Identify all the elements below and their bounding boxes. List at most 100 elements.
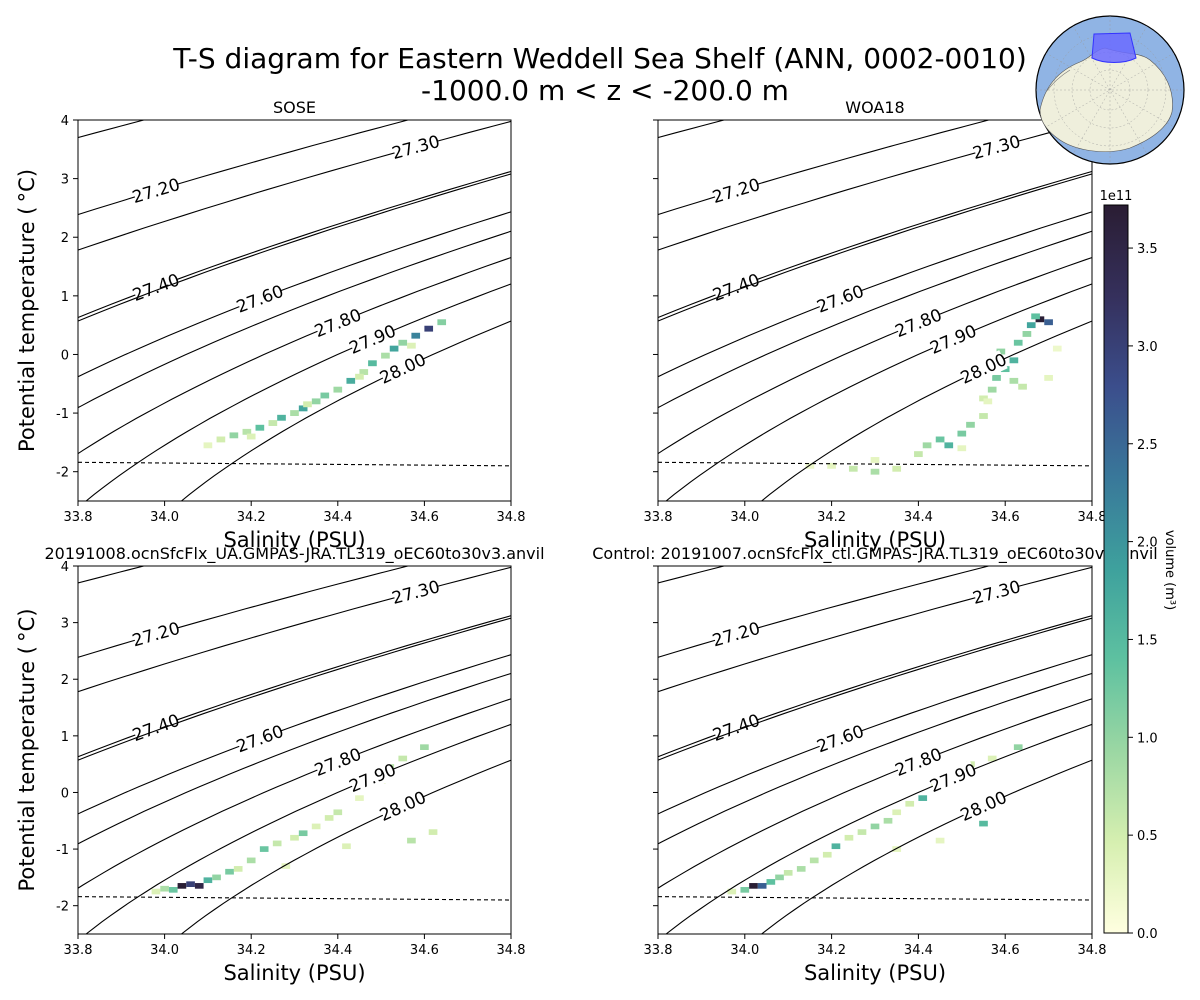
heatmap-cell <box>905 800 915 807</box>
heatmap-cell <box>979 820 988 827</box>
map-gridline <box>1045 52 1175 128</box>
isopycnal-label-bg <box>132 618 180 650</box>
heatmap-cell <box>766 879 776 885</box>
heatmap-cell <box>844 834 854 841</box>
heatmap-cell <box>160 885 169 892</box>
isopycnal-label: 27.20 <box>130 175 182 208</box>
heatmap-cell <box>398 339 408 346</box>
isopycnal-label-bg <box>928 760 978 796</box>
isopycnal-line <box>658 120 725 139</box>
x-tick-label: 34.4 <box>323 943 352 958</box>
x-tick-label: 33.8 <box>644 943 673 958</box>
isopycnal-label: 27.60 <box>814 722 867 758</box>
heatmap-cell <box>346 377 356 384</box>
freezing-line <box>658 461 1092 467</box>
x-tick-label: 34.0 <box>150 510 179 525</box>
x-tick-label: 34.4 <box>323 510 352 525</box>
y-tick-label: 3 <box>61 617 69 632</box>
isopycnal-line <box>658 566 1092 693</box>
heatmap-cell <box>268 420 278 426</box>
isopycnal-label-bg <box>313 305 362 341</box>
isopycnal-label-bg <box>712 270 761 305</box>
isopycnal-line <box>78 173 511 322</box>
y-axis-label: Potential temperature ( °C) <box>15 169 39 452</box>
y-tick-label: -1 <box>56 843 69 858</box>
heatmap-cell <box>233 866 243 872</box>
isopycnal-line <box>78 230 511 409</box>
isopycnal-line <box>78 654 511 815</box>
x-axis-label: Salinity (PSU) <box>223 961 365 985</box>
heatmap-cell <box>757 883 767 889</box>
isopycnal-line <box>85 283 511 501</box>
freezing-line <box>78 896 511 901</box>
heatmap-cell <box>1013 744 1023 750</box>
map-gridline <box>1072 25 1148 155</box>
heatmap-cell <box>1009 357 1019 364</box>
y-tick-label: 2 <box>61 673 69 688</box>
isopycnal-line <box>665 723 1092 934</box>
isopycnal-label-bg <box>928 321 978 358</box>
freezing-line <box>658 896 1092 901</box>
panel-title: WOA18 <box>845 98 904 117</box>
y-tick-label: 0 <box>61 348 69 363</box>
axes-frame <box>657 119 1093 502</box>
isopycnal-label-bg <box>391 131 440 163</box>
heatmap-cell <box>290 410 299 417</box>
y-tick-label: 1 <box>61 730 69 745</box>
colorbar-gradient <box>1103 204 1129 934</box>
heatmap-cell <box>996 348 1006 355</box>
isopycnal-line <box>78 698 511 889</box>
heatmap-cell <box>883 817 893 824</box>
panel-title: SOSE <box>273 98 316 117</box>
x-tick-label: 34.0 <box>150 943 179 958</box>
heatmap-cell <box>407 342 416 349</box>
isopycnal-line <box>78 615 511 758</box>
heatmap-cell <box>203 877 213 884</box>
isopycnal-line <box>658 170 1092 319</box>
panel-title: Control: 20191007.ocnSfcFlx_ctl.GMPAS-JR… <box>592 544 1158 564</box>
heatmap-cell <box>1031 313 1040 320</box>
heatmap-cell <box>957 445 967 452</box>
isopycnal-label-bg <box>131 710 181 745</box>
heatmap-cell <box>320 392 330 399</box>
isopycnal-line <box>658 256 1092 455</box>
y-tick-label: 0 <box>61 786 69 801</box>
heatmap-cell <box>246 433 256 440</box>
isopycnal-line <box>658 566 989 658</box>
heatmap-cell <box>979 413 988 419</box>
heatmap-cell <box>168 887 178 893</box>
heatmap-cell <box>194 883 204 889</box>
heatmap-cell <box>922 442 932 449</box>
isopycnal-label-bg <box>959 787 1008 825</box>
heatmap-cell <box>987 386 997 393</box>
heatmap-cell <box>935 436 945 443</box>
isopycnal-label: 27.20 <box>710 619 762 652</box>
isopycnal-label: 27.30 <box>390 132 442 164</box>
heatmap-cell <box>822 851 832 858</box>
heatmap-cell <box>935 837 945 844</box>
heatmap-cell <box>727 888 737 895</box>
isopycnal-line <box>78 120 511 251</box>
isopycnal-line <box>78 170 511 319</box>
isopycnal-label-bg <box>378 787 427 825</box>
heatmap-cell <box>428 829 438 835</box>
isopycnal-label: 27.30 <box>390 577 442 609</box>
x-tick-label: 34.4 <box>904 943 933 958</box>
isopycnal-line <box>78 672 511 845</box>
heatmap-cell <box>381 352 390 359</box>
colorbar-tick-label: 1.0 <box>1137 731 1158 746</box>
x-tick-label: 34.8 <box>497 510 526 525</box>
heatmap-cell <box>333 809 343 816</box>
heatmap-cell <box>796 866 806 872</box>
isopycnal-line <box>78 617 511 761</box>
colorbar-tick-label: 0.0 <box>1137 927 1158 942</box>
heatmap-cell <box>987 755 997 762</box>
y-tick-label: -2 <box>56 466 69 481</box>
isopycnal-line <box>761 320 1092 501</box>
isopycnal-label-bg <box>131 174 180 207</box>
heatmap-cell <box>424 325 434 332</box>
isopycnal-label-bg <box>131 270 181 305</box>
heatmap-cell <box>783 870 793 876</box>
